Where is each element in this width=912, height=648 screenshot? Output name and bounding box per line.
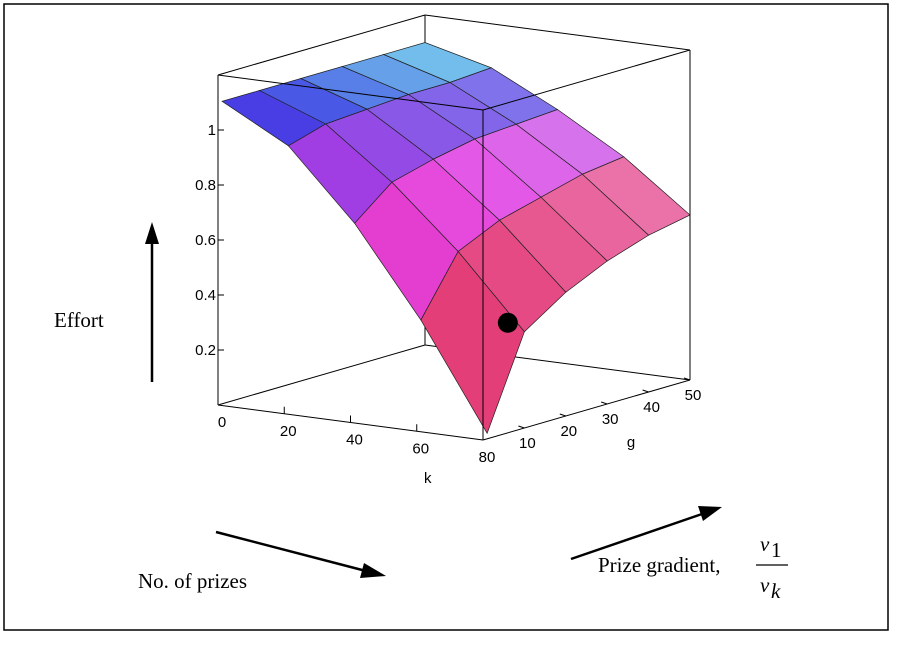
x-tick-label: 60 — [412, 440, 429, 457]
highlight-point — [497, 312, 518, 333]
gradient-arrowhead — [698, 506, 722, 521]
denominator: v — [760, 573, 770, 597]
z-tick-label: 1 — [208, 122, 216, 139]
z-tick-label: 0.2 — [195, 342, 216, 359]
box-edge — [482, 49, 691, 111]
effort-label: Effort — [54, 308, 104, 332]
y-tick-label: 50 — [685, 387, 702, 404]
prizes-arrow — [215, 530, 367, 573]
z-tick-label: 0.4 — [195, 287, 216, 304]
y-tick — [601, 401, 608, 405]
z-tick-label: 0.6 — [195, 232, 216, 249]
y-tick — [642, 389, 649, 393]
x-axis-label: k — [424, 470, 432, 487]
y-tick — [518, 425, 525, 429]
numerator-sub: 1 — [771, 538, 782, 562]
y-tick-label: 30 — [602, 411, 619, 428]
prizes-arrowhead — [360, 563, 386, 578]
y-axis — [482, 379, 691, 441]
x-tick-label: 40 — [346, 432, 363, 449]
y-axis-label: g — [627, 434, 635, 451]
prizes-label: No. of prizes — [138, 569, 247, 593]
y-tick — [683, 377, 691, 381]
x-tick-label: 20 — [280, 423, 297, 440]
effort-arrowhead — [145, 222, 159, 244]
box-edge — [217, 74, 484, 111]
gradient-arrow — [570, 512, 703, 561]
z-tick-label: 0.8 — [195, 177, 216, 194]
x-tick-label: 80 — [479, 449, 496, 466]
denominator-sub: k — [771, 579, 781, 603]
y-tick-label: 40 — [643, 399, 660, 416]
y-tick-label: 20 — [560, 423, 577, 440]
y-tick — [559, 413, 566, 417]
annotations: Effort No. of prizes Prize gradient, v 1… — [54, 222, 788, 603]
box-edge — [217, 344, 426, 406]
gradient-label: Prize gradient, — [598, 553, 720, 577]
box-edge — [424, 14, 691, 51]
box-edge — [217, 14, 426, 76]
surface-patch — [420, 250, 525, 435]
numerator: v — [760, 532, 770, 556]
x-tick-label: 0 — [218, 414, 226, 431]
y-tick-label: 10 — [519, 435, 536, 452]
frame — [3, 3, 889, 631]
